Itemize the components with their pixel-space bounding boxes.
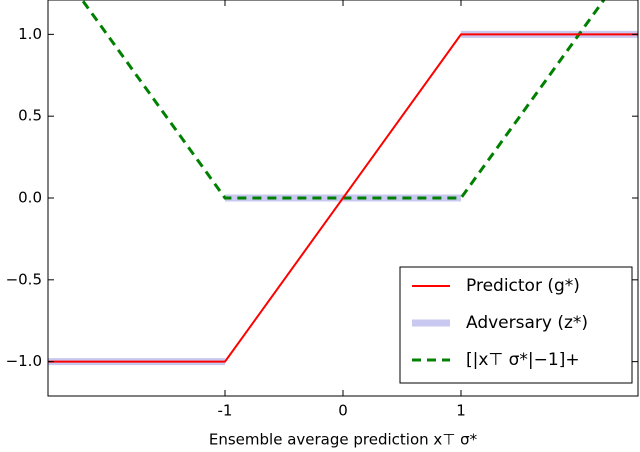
y-tick-label: 0.5	[18, 107, 42, 125]
y-tick-label: −1.0	[6, 352, 42, 370]
y-tick-label: 0.0	[18, 189, 42, 207]
x-axis-label: Ensemble average prediction x⊤ σ*	[209, 431, 478, 449]
x-tick-label: -1	[218, 402, 233, 420]
line-series	[48, 33, 638, 363]
y-tick-label: −0.5	[6, 270, 42, 288]
legend-label: Adversary (z*)	[466, 313, 588, 333]
y-tick-label: 1.0	[18, 25, 42, 43]
legend-label: [|x⊤ σ*|−1]+	[466, 350, 580, 370]
x-tick-label: 1	[456, 402, 466, 420]
x-tick-label: 0	[338, 402, 348, 420]
legend-label: Predictor (g*)	[466, 276, 580, 296]
line-series	[80, 0, 606, 200]
